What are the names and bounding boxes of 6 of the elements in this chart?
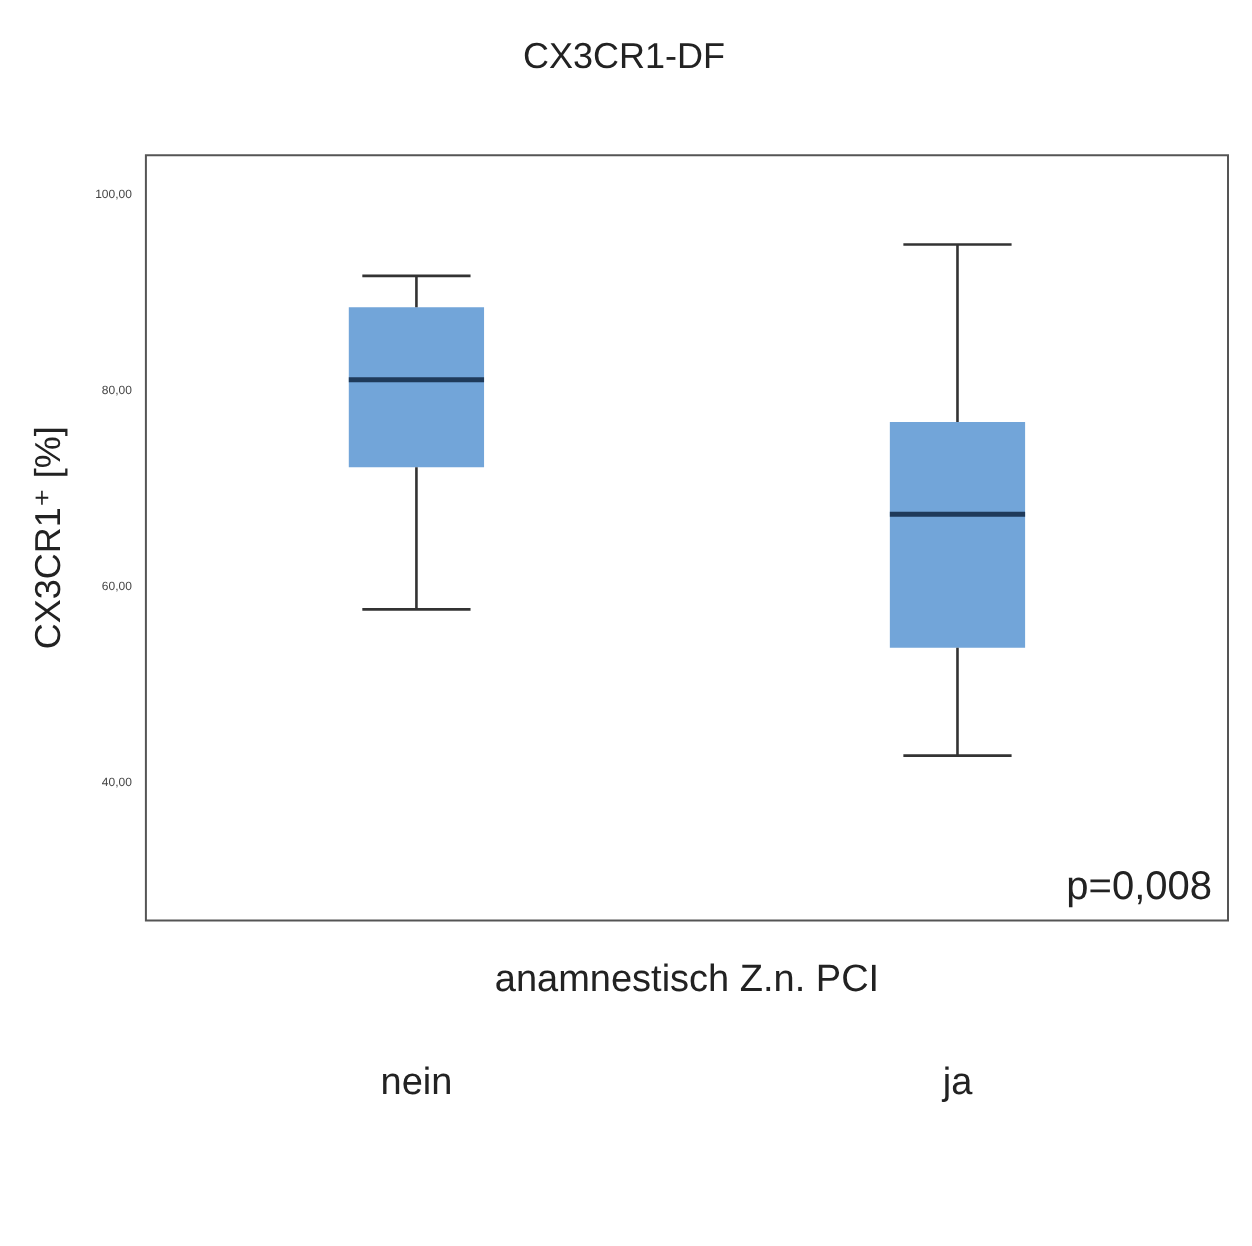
- x-axis-title: anamnestisch Z.n. PCI: [494, 958, 880, 1001]
- y-axis-title: CX3CR1⁺ [%]: [27, 426, 68, 650]
- annotation: p=0,008: [1066, 865, 1212, 910]
- chart-title: CX3CR1-DF: [522, 35, 726, 76]
- x-tick-label: nein: [380, 1061, 453, 1104]
- x-tick-label: ja: [940, 1061, 974, 1104]
